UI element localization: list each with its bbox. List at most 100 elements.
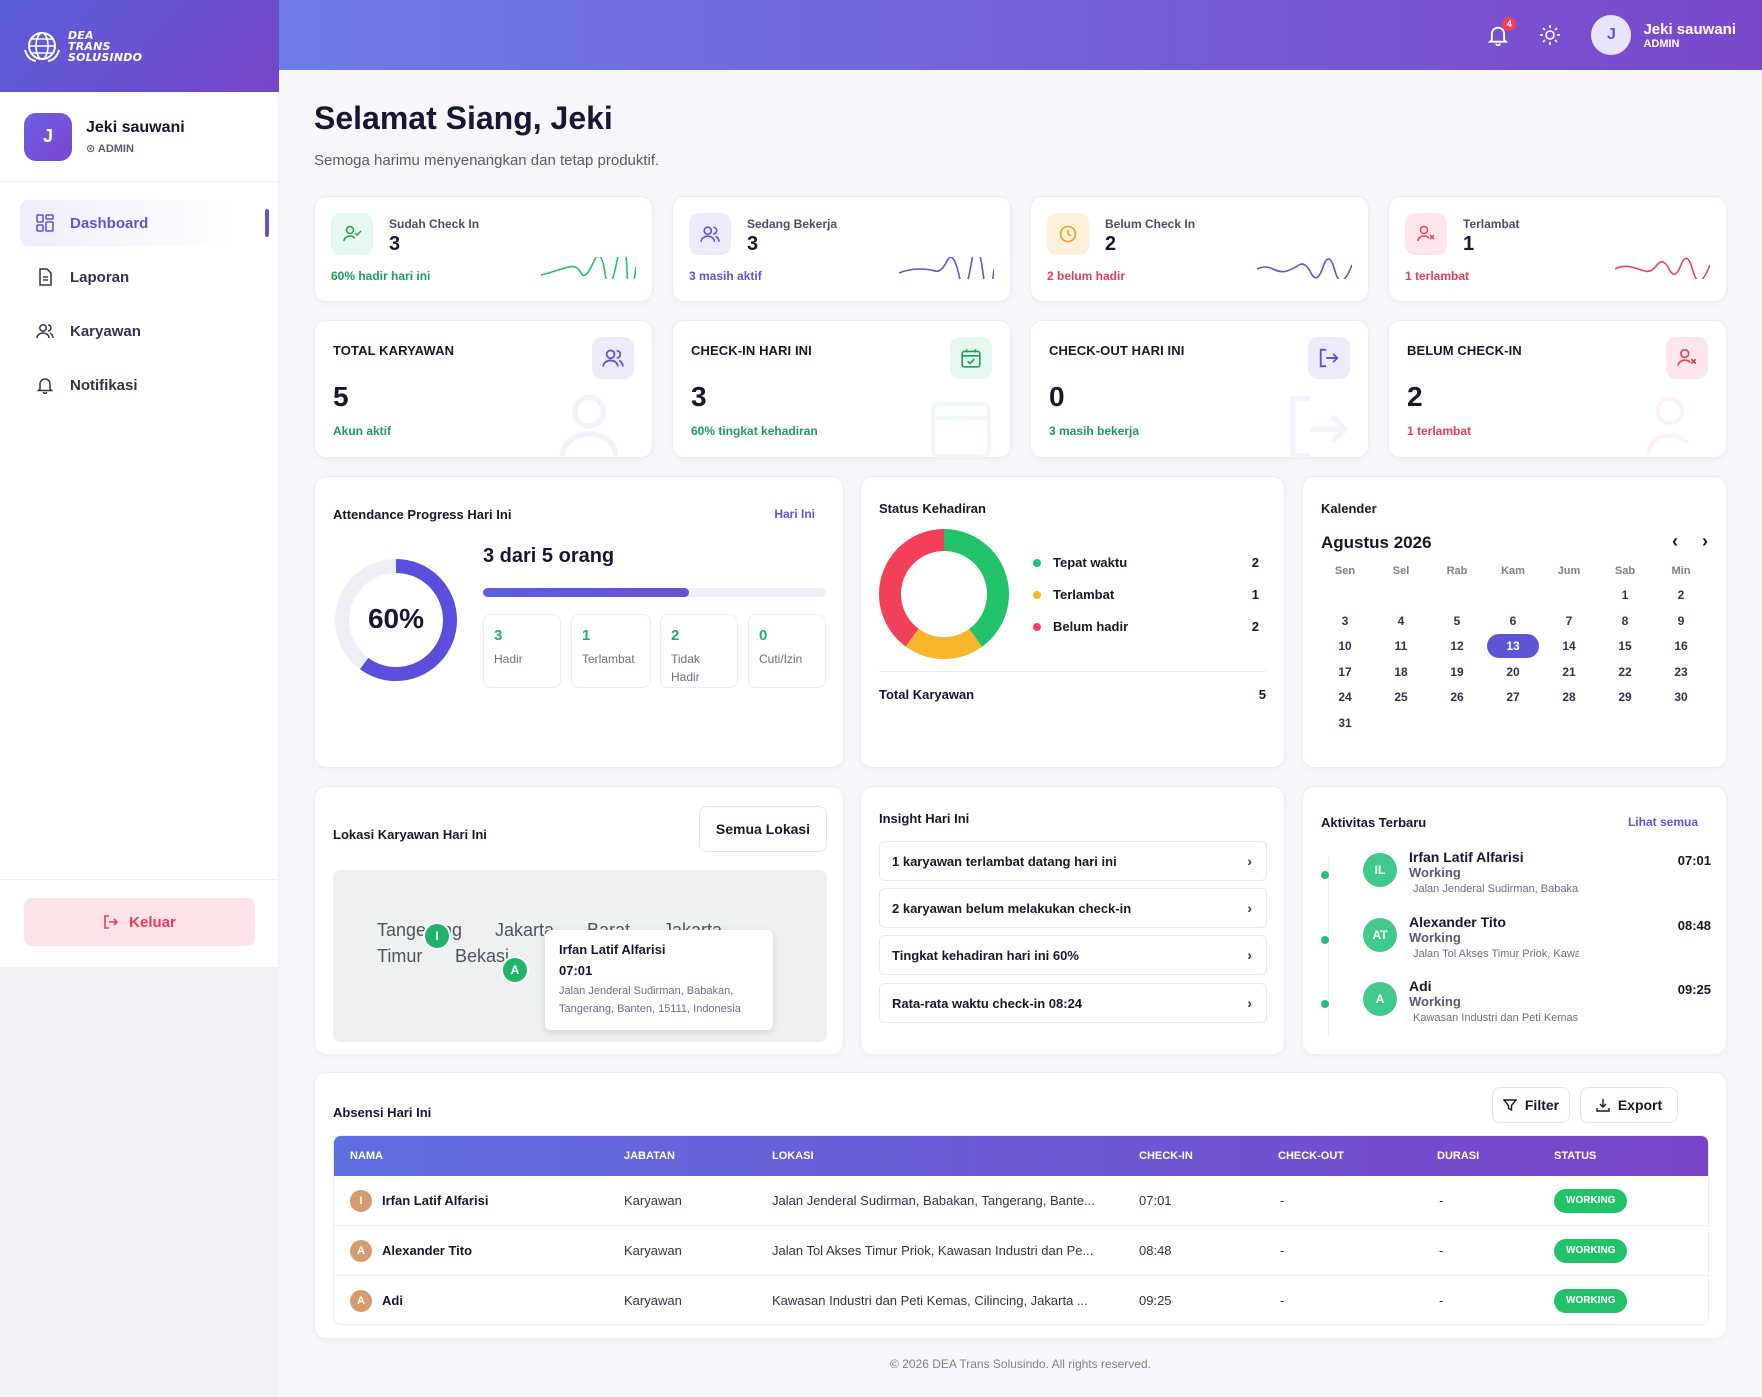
insight-item[interactable]: 1 karyawan terlambat datang hari ini › — [879, 841, 1267, 881]
grid-icon — [36, 214, 54, 232]
download-icon — [1596, 1099, 1610, 1112]
bell-icon — [36, 378, 54, 394]
attendance-progress-card: Attendance Progress Hari Ini Hari Ini 60… — [314, 476, 844, 768]
calendar-month: Agustus 2026 — [1321, 533, 1432, 552]
avatar: A — [1363, 982, 1397, 1016]
calendar-day[interactable]: 21 — [1562, 664, 1576, 679]
map-marker[interactable]: I — [423, 922, 451, 950]
calendar-day[interactable]: 8 — [1621, 613, 1629, 628]
sidebar-item-dashboard[interactable]: Dashboard — [20, 200, 269, 246]
calendar-day[interactable]: 26 — [1450, 690, 1464, 704]
summary-card-belum-check-in: BELUM CHECK-IN 2 1 terlambat — [1388, 320, 1727, 458]
calendar-day-today[interactable]: 13 — [1487, 634, 1539, 658]
sidebar-footer: Keluar — [0, 879, 278, 967]
progress-bar-fill — [483, 588, 689, 597]
table-row[interactable]: I Irfan Latif Alfarisi Karyawan Jalan Je… — [334, 1176, 1708, 1226]
calendar-day[interactable]: 3 — [1341, 613, 1349, 628]
users-icon — [592, 337, 634, 379]
calendar-day[interactable]: 29 — [1618, 690, 1632, 704]
sidebar-item-notifikasi[interactable]: Notifikasi — [20, 362, 235, 408]
filter-button[interactable]: Filter — [1492, 1087, 1570, 1123]
clock-icon — [1047, 213, 1089, 255]
calendar-day[interactable]: 6 — [1509, 613, 1517, 628]
calendar-day[interactable]: 11 — [1394, 639, 1408, 653]
calendar-day[interactable]: 15 — [1618, 639, 1632, 653]
chevron-right-icon: › — [1247, 853, 1252, 869]
calendar-day[interactable]: 12 — [1450, 639, 1464, 653]
calendar-day[interactable]: 2 — [1677, 588, 1685, 602]
calendar-day[interactable]: 28 — [1562, 690, 1576, 704]
calendar-day[interactable]: 22 — [1618, 664, 1632, 679]
period-tag[interactable]: Hari Ini — [774, 507, 815, 521]
map-view[interactable]: Tangerang Jakarta Barat Jakarta Timur Be… — [333, 870, 827, 1042]
sidebar-item-laporan[interactable]: Laporan — [20, 254, 235, 300]
map-marker[interactable]: A — [501, 956, 529, 984]
summary-card-check-out: CHECK-OUT HARI INI 0 3 masih bekerja — [1030, 320, 1369, 458]
calendar-day[interactable]: 30 — [1674, 690, 1688, 704]
calendar-day[interactable]: 17 — [1338, 664, 1352, 679]
table-row[interactable]: A Adi Karyawan Kawasan Industri dan Peti… — [334, 1276, 1708, 1324]
calendar-watermark-icon — [930, 401, 992, 457]
users-icon — [36, 324, 54, 339]
calendar-weekday: Kam — [1501, 565, 1525, 577]
insight-item[interactable]: Rata-rata waktu check-in 08:24 › — [879, 983, 1267, 1023]
chevron-left-icon[interactable]: ‹ — [1672, 531, 1678, 551]
sidebar-item-karyawan[interactable]: Karyawan — [20, 308, 235, 354]
calendar-day[interactable]: 31 — [1338, 715, 1352, 730]
calendar-card: Kalender Agustus 2026 ‹ › Sen Sel Rab Kam Ju… — [1302, 476, 1727, 768]
avatar: I — [350, 1190, 372, 1212]
map-label: Jakarta — [495, 920, 555, 940]
calendar-day[interactable]: 4 — [1397, 613, 1405, 628]
chevron-right-icon[interactable]: › — [1702, 531, 1708, 551]
stat-card-sedang-bekerja: Sedang Bekerja 3 3 masih aktif — [672, 196, 1011, 302]
calendar-day[interactable]: 19 — [1450, 664, 1464, 679]
calendar-day[interactable]: 9 — [1677, 613, 1685, 628]
brand-header: DEA TRANS SOLUSINDO — [0, 0, 279, 92]
calendar-day[interactable]: 20 — [1506, 664, 1520, 679]
user-name: Jeki sauwani — [1643, 20, 1736, 38]
notification-badge: 4 — [1502, 17, 1517, 31]
calendar-day[interactable]: 10 — [1338, 639, 1352, 653]
progress-percent: 60% — [367, 603, 425, 634]
status-badge: WORKING — [1554, 1189, 1628, 1213]
notification-button[interactable]: 4 — [1487, 17, 1517, 47]
logout-button[interactable]: Keluar — [24, 898, 255, 946]
insight-item[interactable]: 2 karyawan belum melakukan check-in › — [879, 888, 1267, 928]
calendar-day[interactable]: 25 — [1394, 690, 1408, 704]
calendar-weekday: Min — [1671, 565, 1691, 577]
table-row[interactable]: A Alexander Tito Karyawan Jalan Tol Akse… — [334, 1226, 1708, 1276]
calendar-day[interactable]: 1 — [1621, 588, 1629, 602]
bell-icon — [1488, 26, 1509, 47]
calendar-day[interactable]: 16 — [1674, 639, 1688, 653]
calendar-day[interactable]: 14 — [1562, 639, 1576, 653]
stat-box-tidak-hadir: 2 Tidak Hadir — [660, 614, 738, 688]
logout-icon — [104, 915, 119, 929]
chevron-right-icon: › — [1247, 900, 1252, 916]
calendar-day[interactable]: 27 — [1506, 690, 1520, 704]
insight-card: Insight Hari Ini 1 karyawan terlambat da… — [860, 786, 1285, 1055]
sun-icon — [1540, 25, 1561, 45]
avatar: J — [24, 112, 72, 161]
calendar-day[interactable]: 5 — [1453, 613, 1461, 628]
stat-card-terlambat: Terlambat 1 1 terlambat — [1388, 196, 1727, 302]
calendar-day[interactable]: 7 — [1565, 613, 1573, 628]
progress-bar — [483, 588, 826, 597]
topbar-user-menu[interactable]: J Jeki sauwani ADMIN — [1591, 15, 1736, 55]
see-all-link[interactable]: Lihat semua — [1627, 815, 1698, 829]
user-x-watermark-icon — [1646, 396, 1689, 454]
theme-toggle-button[interactable] — [1539, 24, 1561, 46]
insight-item[interactable]: Tingkat kehadiran hari ini 60% › — [879, 935, 1267, 975]
progress-ring-arc — [335, 559, 457, 681]
sidebar-item-label: Notifikasi — [70, 376, 138, 394]
calendar-day[interactable]: 24 — [1338, 690, 1352, 704]
sparkline — [1615, 257, 1710, 279]
total-karyawan-label: Total Karyawan — [879, 687, 975, 702]
filter-icon — [1502, 1099, 1517, 1112]
export-button[interactable]: Export — [1580, 1087, 1678, 1123]
all-locations-button[interactable]: Semua Lokasi — [699, 806, 827, 852]
calendar-day[interactable]: 23 — [1674, 664, 1688, 679]
avatar: A — [350, 1290, 372, 1312]
stat-card-belum-check-in: Belum Check In 2 2 belum hadir — [1030, 196, 1369, 302]
calendar-day[interactable]: 18 — [1394, 664, 1408, 679]
attendance-table: NAMA JABATAN LOKASI CHECK-IN CHECK-OUT D… — [333, 1135, 1709, 1325]
